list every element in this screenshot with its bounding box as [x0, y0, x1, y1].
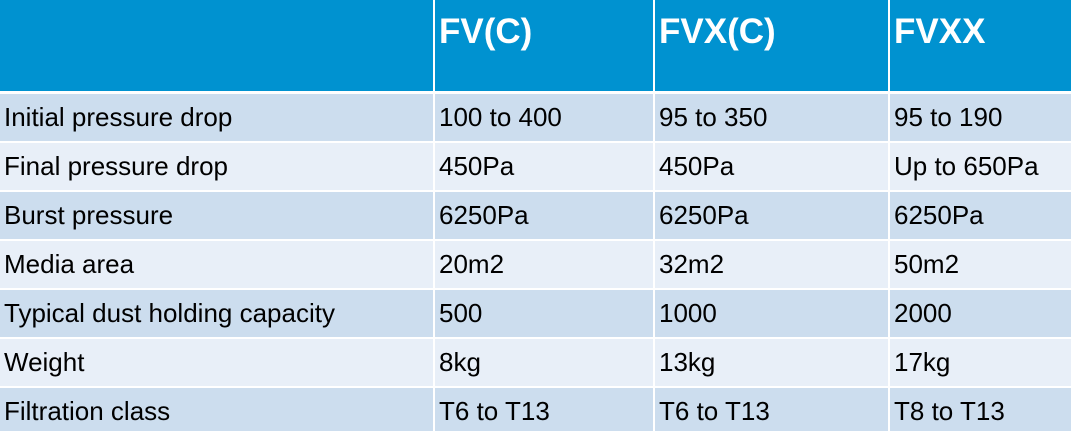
cell-fvxx: 2000	[888, 288, 1071, 338]
table-row: Weight 8kg 13kg 17kg	[0, 337, 1071, 387]
cell-fvxc: 6250Pa	[653, 190, 889, 240]
cell-fvc: 8kg	[433, 337, 654, 387]
cell-fvxx: Up to 650Pa	[888, 141, 1071, 191]
cell-fvxc: T6 to T13	[653, 386, 889, 431]
cell-fvxc: 1000	[653, 288, 889, 338]
row-label: Typical dust holding capacity	[0, 288, 434, 338]
header-cell-fvc: FV(C)	[433, 0, 654, 94]
cell-fvxx: 50m2	[888, 239, 1071, 289]
table-row: Media area 20m2 32m2 50m2	[0, 239, 1071, 289]
row-label: Final pressure drop	[0, 141, 434, 191]
table-row: Typical dust holding capacity 500 1000 2…	[0, 288, 1071, 338]
cell-fvc: 100 to 400	[433, 91, 654, 142]
row-label: Weight	[0, 337, 434, 387]
header-cell-empty	[0, 0, 434, 94]
cell-fvxx: 6250Pa	[888, 190, 1071, 240]
cell-fvxx: 95 to 190	[888, 91, 1071, 142]
row-label: Filtration class	[0, 386, 434, 431]
cell-fvc: T6 to T13	[433, 386, 654, 431]
cell-fvc: 450Pa	[433, 141, 654, 191]
row-label: Media area	[0, 239, 434, 289]
table-header-row: FV(C) FVX(C) FVXX	[0, 0, 1071, 94]
table-row: Initial pressure drop 100 to 400 95 to 3…	[0, 91, 1071, 142]
cell-fvc: 20m2	[433, 239, 654, 289]
cell-fvxc: 32m2	[653, 239, 889, 289]
cell-fvc: 500	[433, 288, 654, 338]
cell-fvxc: 450Pa	[653, 141, 889, 191]
row-label: Burst pressure	[0, 190, 434, 240]
header-cell-fvxx: FVXX	[888, 0, 1071, 94]
table-row: Final pressure drop 450Pa 450Pa Up to 65…	[0, 141, 1071, 191]
cell-fvc: 6250Pa	[433, 190, 654, 240]
cell-fvxc: 13kg	[653, 337, 889, 387]
cell-fvxx: 17kg	[888, 337, 1071, 387]
header-cell-fvxc: FVX(C)	[653, 0, 889, 94]
table-row: Filtration class T6 to T13 T6 to T13 T8 …	[0, 386, 1071, 431]
row-label: Initial pressure drop	[0, 91, 434, 142]
cell-fvxc: 95 to 350	[653, 91, 889, 142]
table-row: Burst pressure 6250Pa 6250Pa 6250Pa	[0, 190, 1071, 240]
cell-fvxx: T8 to T13	[888, 386, 1071, 431]
